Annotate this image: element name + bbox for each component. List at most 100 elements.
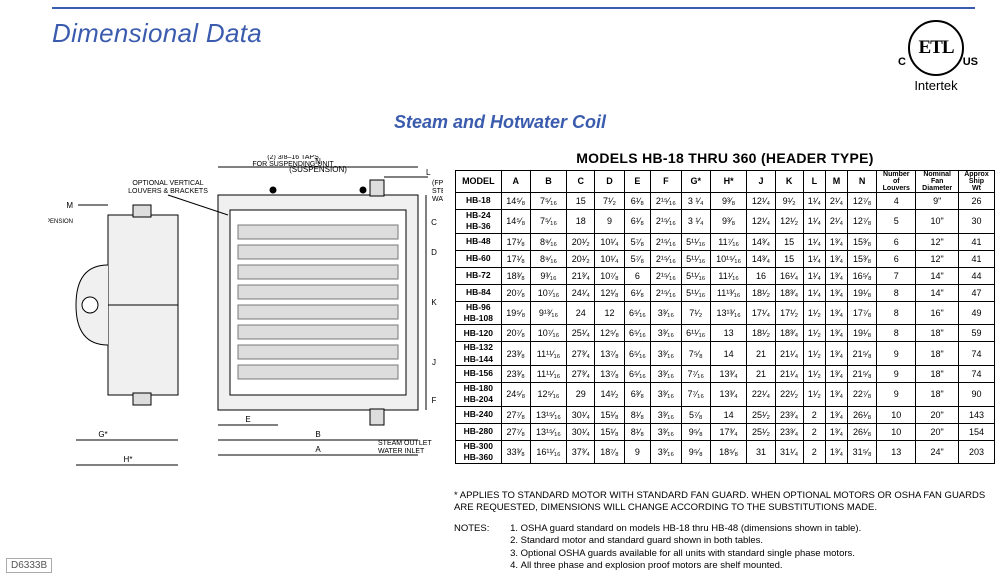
cell-value: 1³⁄₄ [825,423,847,440]
cell-value: 1³⁄₄ [825,342,847,366]
svg-text:M: M [66,201,73,210]
cell-value: 23³⁄₄ [775,406,803,423]
cell-value: 15¹⁄₈ [595,406,624,423]
cell-value: 2¹⁵⁄₁₆ [651,250,681,267]
svg-text:B: B [315,430,320,439]
cell-value: 6³⁄₈ [624,383,651,407]
cell-value: 2¹⁵⁄₁₆ [651,193,681,210]
cell-value: 6¹¹⁄₁₆ [681,325,710,342]
cell-value: 11¹³⁄₁₆ [710,284,746,301]
cell-value: 3³⁄₁₆ [651,366,681,383]
cell-value: 19⁵⁄₈ [501,301,530,325]
cell-value: 1¹⁄₄ [803,284,825,301]
cell-value: 9³⁄₈ [710,193,746,210]
cell-value: 6⁵⁄₁₆ [624,325,651,342]
cell-model: HB-156 [456,366,502,383]
cell-value: 9³⁄₁₆ [530,267,566,284]
cell-value: 18" [916,342,959,366]
cell-value: 16¹¹⁄₁₆ [530,440,566,464]
cell-value: 7¹⁄₂ [595,193,624,210]
cell-model: HB-48 [456,233,502,250]
svg-text:D: D [431,248,437,257]
col-header: NumberofLouvers [877,171,916,193]
cell-value: 6¹⁄₈ [624,210,651,234]
cell-value: 29 [567,383,595,407]
cell-model: HB-24HB-36 [456,210,502,234]
cell-value: 10 [877,423,916,440]
dimensional-diagram: N(SUSPENSION) L (FPT CONN.) STEAM INLET … [48,155,443,475]
cell-value: 10⁷⁄₁₆ [530,325,566,342]
svg-text:G*: G* [98,430,107,439]
cell-value: 22¹⁄₂ [775,383,803,407]
cell-value: 14" [916,284,959,301]
cell-value: 15 [567,193,595,210]
table-row: HB-8420⁷⁄₈10⁷⁄₁₆24¹⁄₄12¹⁄₈6¹⁄₈2¹⁵⁄₁₆5¹¹⁄… [456,284,995,301]
col-header: B [530,171,566,193]
notes-block: NOTES: OSHA guard standard on models HB-… [454,523,990,572]
cell-value: 2¹⁵⁄₁₆ [651,233,681,250]
cell-value: 17¹⁄₄ [747,301,775,325]
cell-value: 13 [710,325,746,342]
cell-value: 14³⁄₄ [747,233,775,250]
cell-value: 18³⁄₄ [775,325,803,342]
cell-value: 30 [958,210,994,234]
cell-value: 2 [803,406,825,423]
cell-value: 19¹⁄₈ [848,325,877,342]
cell-value: 6¹⁄₈ [624,284,651,301]
col-header: C [567,171,595,193]
svg-text:J: J [432,358,436,367]
cell-value: 21⁵⁄₈ [848,366,877,383]
svg-text:(FPT CONN.): (FPT CONN.) [432,180,443,187]
note-item: All three phase and explosion proof moto… [521,560,975,572]
cell-value: 20⁷⁄₈ [501,284,530,301]
cell-model: HB-180HB-204 [456,383,502,407]
cell-value: 9¹³⁄₁₆ [530,301,566,325]
etl-c: C [898,56,906,68]
cell-value: 9 [877,366,916,383]
cell-value: 1³⁄₄ [825,250,847,267]
svg-text:F: F [432,396,437,405]
cell-value: 8 [877,284,916,301]
cell-value: 18¹⁄₂ [747,325,775,342]
cell-value: 25¹⁄₄ [567,325,595,342]
cell-value: 22⁷⁄₈ [848,383,877,407]
cell-value: 6⁵⁄₁₆ [624,366,651,383]
cell-value: 5⁷⁄₈ [681,406,710,423]
cell-value: 7⁵⁄₈ [681,342,710,366]
cell-value: 12¹⁄₂ [775,210,803,234]
cell-value: 18 [567,210,595,234]
cell-value: 1³⁄₄ [825,406,847,423]
cell-value: 6⁵⁄₁₆ [624,301,651,325]
cell-value: 15 [775,233,803,250]
page-title: Dimensional Data [52,18,262,49]
cell-value: 17³⁄₄ [710,423,746,440]
cell-model: HB-120 [456,325,502,342]
cell-value: 9⁵⁄₈ [681,440,710,464]
table-row: HB-96HB-10819⁵⁄₈9¹³⁄₁₆24126⁵⁄₁₆3³⁄₁₆7¹⁄₂… [456,301,995,325]
cell-value: 7⁵⁄₁₆ [530,193,566,210]
cell-value: 5 [877,210,916,234]
col-header: A [501,171,530,193]
svg-text:H*: H* [124,455,133,464]
cell-value: 14 [710,406,746,423]
svg-text:STEAM OUTLET: STEAM OUTLET [378,440,432,447]
cell-value: 23³⁄₈ [501,342,530,366]
cell-value: 37³⁄₄ [567,440,595,464]
cell-value: 27³⁄₄ [567,342,595,366]
col-header: J [747,171,775,193]
cell-value: 25¹⁄₂ [747,406,775,423]
cell-value: 74 [958,366,994,383]
cell-value: 1³⁄₄ [825,366,847,383]
col-header: G* [681,171,710,193]
cell-value: 3³⁄₁₆ [651,342,681,366]
svg-text:E: E [245,415,250,424]
cell-value: 13⁷⁄₈ [595,342,624,366]
cell-value: 5¹¹⁄₁₆ [681,284,710,301]
cell-value: 203 [958,440,994,464]
cell-value: 6 [624,267,651,284]
cell-value: 9 [624,440,651,464]
cell-value: 2 [803,440,825,464]
svg-text:WATER OUTLET: WATER OUTLET [432,196,443,203]
cell-value: 154 [958,423,994,440]
cell-value: 1¹⁄₂ [803,366,825,383]
